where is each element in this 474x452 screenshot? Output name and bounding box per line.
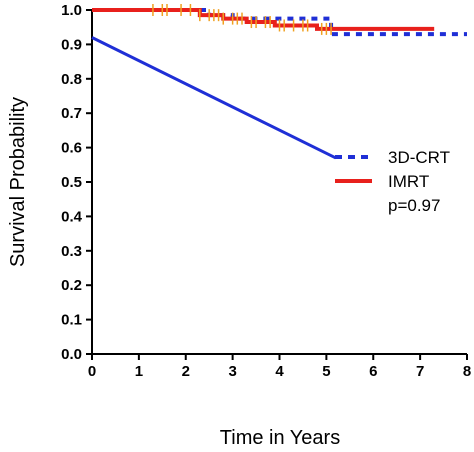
p-value-annotation: p=0.97 xyxy=(388,196,440,215)
y-tick-label-9: 0.9 xyxy=(61,36,82,53)
y-tick-label-4: 0.4 xyxy=(61,208,83,225)
y-tick-label-3: 0.3 xyxy=(61,243,82,260)
legend: 3D-CRT IMRT p=0.97 xyxy=(335,148,450,215)
y-tick-label-10: 1.0 xyxy=(61,2,82,19)
y-axis-title: Survival Probability xyxy=(7,97,29,267)
series-layer xyxy=(91,4,467,160)
x-tick-label-1: 1 xyxy=(135,363,143,380)
y-tick-label-2: 0.2 xyxy=(61,277,82,294)
y-tick-label-0: 0.0 xyxy=(61,346,82,363)
y-tick-label-6: 0.6 xyxy=(61,140,82,157)
series-line-imrt xyxy=(92,8,435,31)
x-axis-title: Time in Years xyxy=(220,427,340,449)
y-tick-label-5: 0.5 xyxy=(61,174,82,191)
x-tick-label-6: 6 xyxy=(369,363,377,380)
y-tick-label-1: 0.1 xyxy=(61,312,82,329)
x-tick-label-0: 0 xyxy=(88,363,96,380)
declining-line xyxy=(91,36,337,160)
x-tick-label-3: 3 xyxy=(228,363,236,380)
x-tick-label-2: 2 xyxy=(182,363,190,380)
axes: 0 1 2 3 4 5 6 7 8 0.0 0.1 0.2 0.3 0.4 0.5 0.6 0.7 0.8 0.9 1… xyxy=(61,2,471,380)
x-tick-label-4: 4 xyxy=(275,363,284,380)
x-tick-label-7: 7 xyxy=(416,363,424,380)
y-tick-label-8: 0.8 xyxy=(61,71,82,88)
x-tick-label-5: 5 xyxy=(322,363,330,380)
x-tick-label-8: 8 xyxy=(463,363,471,380)
legend-label-3d-crt: 3D-CRT xyxy=(388,148,450,167)
legend-label-imrt: IMRT xyxy=(388,172,429,191)
y-tick-label-7: 0.7 xyxy=(61,105,82,122)
